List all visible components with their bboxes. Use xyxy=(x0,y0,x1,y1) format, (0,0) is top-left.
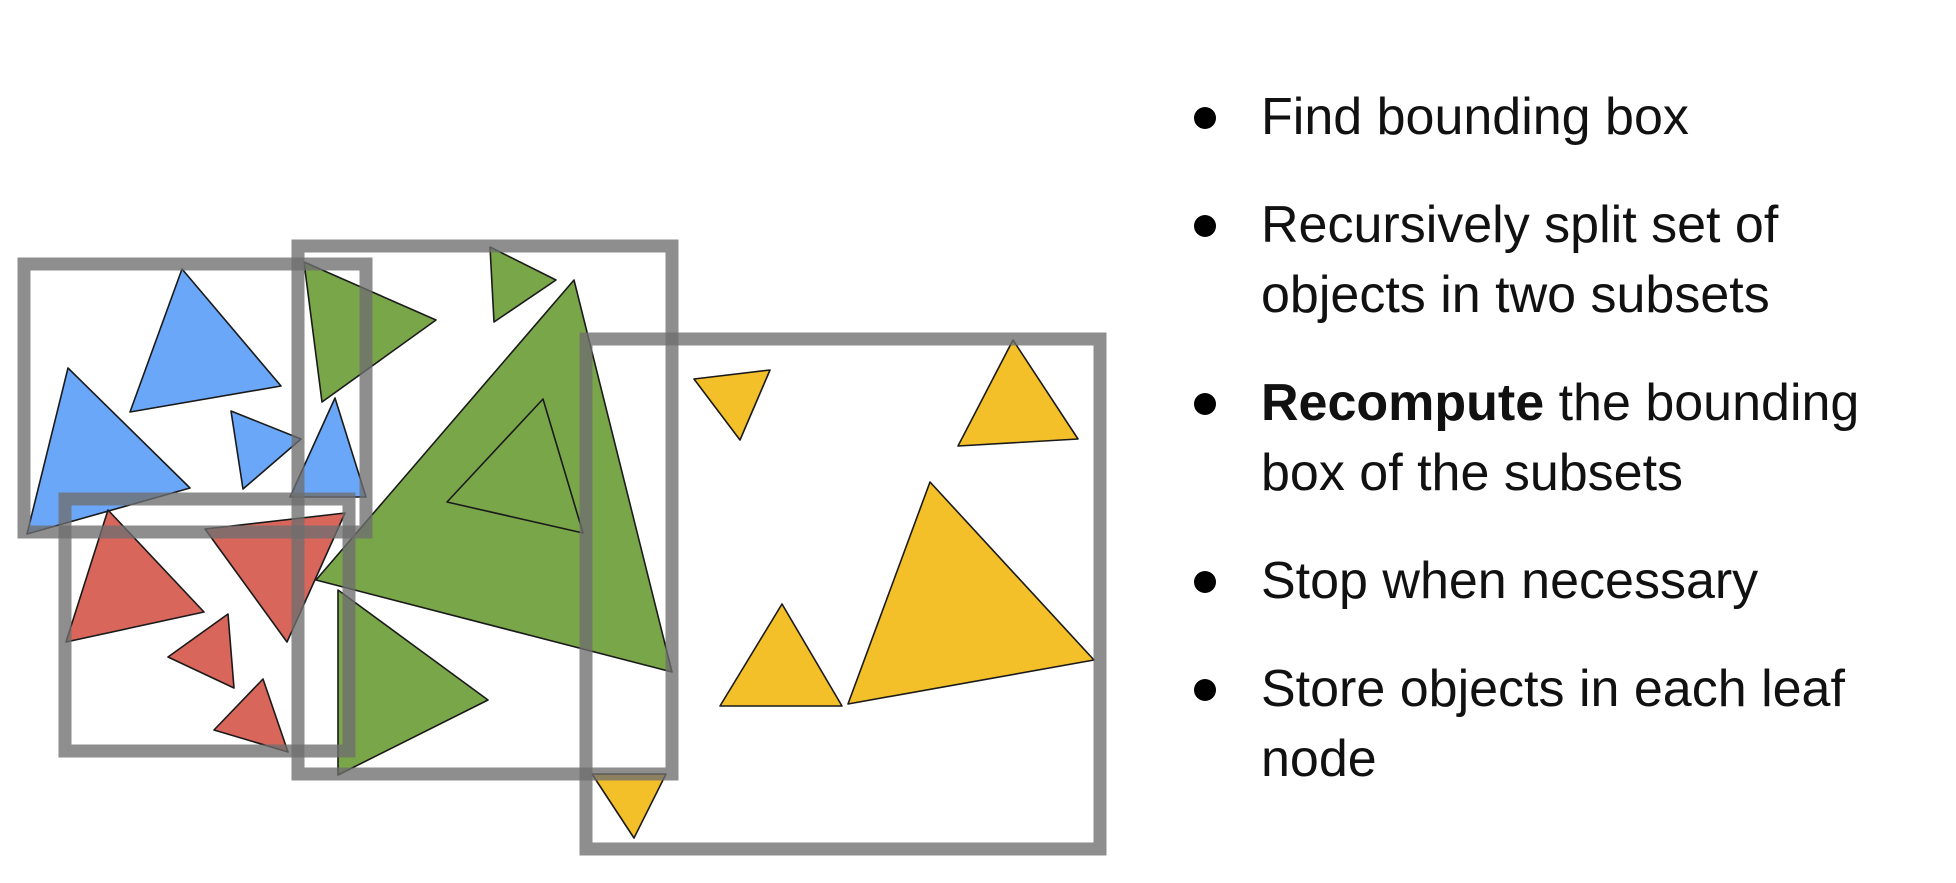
yellow-triangle xyxy=(957,339,1079,447)
bullet-item: Recompute the bounding box of the subset… xyxy=(1185,368,1945,508)
yellow-triangle xyxy=(719,603,843,707)
bullet-dot xyxy=(1194,571,1216,593)
blue-triangle xyxy=(230,410,302,490)
green-triangle xyxy=(489,246,557,323)
bullet-text: Stop when necessary xyxy=(1261,552,1759,610)
bullet-dot xyxy=(1194,215,1216,237)
red-triangle xyxy=(65,509,205,643)
green-inner-triangle xyxy=(446,398,584,534)
yellow-triangle xyxy=(591,773,667,839)
bullet-dot xyxy=(1194,107,1216,129)
bullet-strong: Recompute xyxy=(1261,374,1545,432)
bounding-boxes xyxy=(17,239,1107,856)
bounding-box-blue xyxy=(17,257,373,539)
red-triangle xyxy=(167,613,235,689)
bullet-item: Stop when necessary xyxy=(1185,546,1945,616)
bounding-box-red xyxy=(58,492,356,758)
bullet-item: Store objects in each leaf node xyxy=(1185,654,1945,794)
bullet-item: Recursively split set of objects in two … xyxy=(1185,190,1945,330)
red-triangle xyxy=(213,678,289,753)
bullet-list: Find bounding box Recursively split set … xyxy=(1185,82,1945,832)
bullet-dot xyxy=(1194,393,1216,415)
blue-triangle xyxy=(129,268,282,413)
bullet-item: Find bounding box xyxy=(1185,82,1945,152)
bounding-box-green xyxy=(291,239,679,781)
red-triangle xyxy=(204,512,346,643)
bullet-text: the bounding box of the subsets xyxy=(1261,374,1860,502)
bullet-text: Find bounding box xyxy=(1261,88,1689,146)
bounding-box-yellow xyxy=(579,332,1107,856)
green-triangle xyxy=(337,589,489,776)
bullet-text: Recursively split set of objects in two … xyxy=(1261,196,1779,324)
yellow-triangle xyxy=(847,481,1095,705)
bullet-dot xyxy=(1194,679,1216,701)
yellow-triangle xyxy=(693,369,771,441)
bullet-text: Store objects in each leaf node xyxy=(1261,660,1845,788)
